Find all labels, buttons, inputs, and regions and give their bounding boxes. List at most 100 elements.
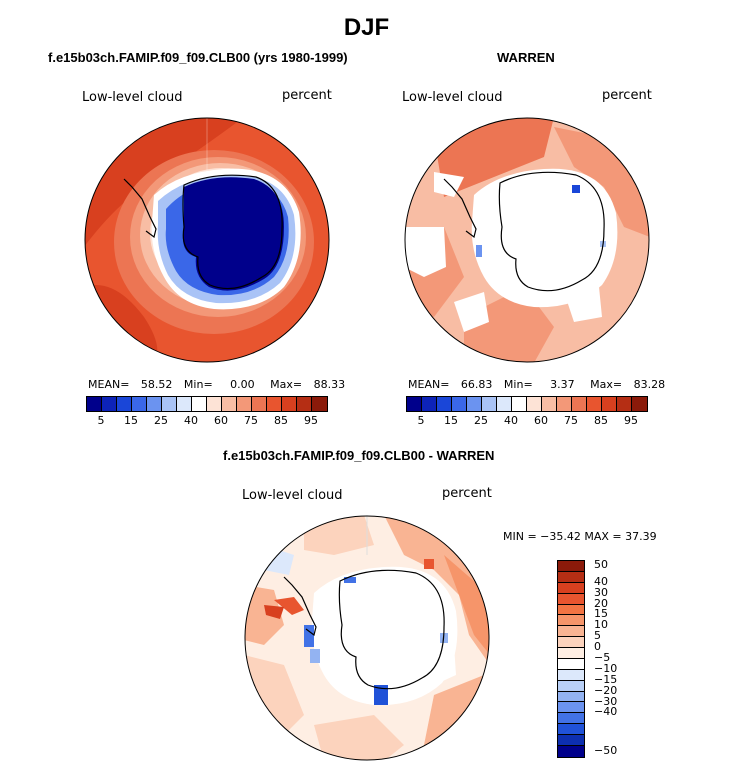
colorbar-swatch xyxy=(558,571,584,583)
panel-2-colorbar xyxy=(406,396,648,412)
colorbar-swatch xyxy=(147,397,162,411)
colorbar-swatch xyxy=(558,680,584,692)
colorbar-swatch xyxy=(558,713,584,725)
colorbar-swatch xyxy=(632,397,647,411)
colorbar-swatch xyxy=(558,658,584,670)
colorbar-tick-label: 5 xyxy=(97,414,105,427)
colorbar-tick-label: 30 xyxy=(594,585,608,599)
panel-1-mean-value: 58.52 xyxy=(140,378,173,391)
colorbar-tick-label: 50 xyxy=(594,558,608,572)
colorbar-tick-label: 60 xyxy=(534,414,548,427)
colorbar-swatch xyxy=(282,397,297,411)
colorbar-swatch xyxy=(558,648,584,659)
colorbar-swatch xyxy=(558,637,584,648)
colorbar-swatch xyxy=(617,397,632,411)
colorbar-tick-label: −5 xyxy=(594,651,611,664)
panel-1-max-value: 88.33 xyxy=(313,378,346,391)
colorbar-swatch xyxy=(572,397,587,411)
colorbar-tick-label: 75 xyxy=(564,414,578,427)
colorbar-swatch xyxy=(557,397,572,411)
panel-1-title: f.e15b03ch.FAMIP.f09_f09.CLB00 (yrs 1980… xyxy=(48,50,348,65)
colorbar-tick-label: 85 xyxy=(274,414,288,427)
colorbar-tick-label: 10 xyxy=(594,618,608,632)
colorbar-swatch xyxy=(237,397,252,411)
panel-1-colorbar xyxy=(86,396,328,412)
colorbar-swatch xyxy=(87,397,102,411)
panel-2-variable-label: Low-level cloud xyxy=(402,90,503,105)
colorbar-tick-label: 25 xyxy=(154,414,168,427)
colorbar-swatch xyxy=(527,397,542,411)
colorbar-tick-label: 40 xyxy=(594,574,608,588)
panel-3-colorbar xyxy=(557,560,585,758)
colorbar-swatch xyxy=(558,702,584,714)
colorbar-tick-label: −20 xyxy=(594,683,618,697)
panel-2-mean-label: MEAN= xyxy=(408,378,450,391)
colorbar-swatch xyxy=(558,626,584,638)
colorbar-tick-label: 15 xyxy=(594,607,608,621)
colorbar-swatch xyxy=(312,397,327,411)
colorbar-swatch xyxy=(558,745,584,757)
colorbar-tick-label: −40 xyxy=(594,705,618,719)
colorbar-swatch xyxy=(162,397,177,411)
colorbar-swatch xyxy=(267,397,282,411)
colorbar-swatch xyxy=(558,691,584,703)
panel-1-polar-map xyxy=(84,117,330,363)
colorbar-tick-label: 15 xyxy=(444,414,458,427)
colorbar-swatch xyxy=(467,397,482,411)
colorbar-tick-label: 5 xyxy=(417,414,425,427)
colorbar-swatch xyxy=(558,735,584,746)
colorbar-swatch xyxy=(192,397,207,411)
colorbar-tick-label: 15 xyxy=(124,414,138,427)
colorbar-tick-label: 5 xyxy=(594,629,601,643)
panel-1-units-label: percent xyxy=(282,88,332,103)
panel-2-max-value: 83.28 xyxy=(633,378,666,391)
panel-1-mean-label: MEAN= xyxy=(88,378,130,391)
panel-3-stats: MIN = −35.42 MAX = 37.39 xyxy=(503,530,657,543)
colorbar-tick-label: −15 xyxy=(594,672,618,686)
panel-1-stats: MEAN= 58.52 Min= 0.00 Max= 88.33 xyxy=(88,378,345,391)
panel-2-mean-value: 66.83 xyxy=(460,378,493,391)
colorbar-swatch xyxy=(207,397,222,411)
panel-2-min-value: 3.37 xyxy=(550,378,575,391)
panel-2-polar-map xyxy=(404,117,650,363)
panel-1-max-label: Max= xyxy=(270,378,303,391)
panel-3-variable-label: Low-level cloud xyxy=(242,488,343,503)
colorbar-swatch xyxy=(558,582,584,594)
colorbar-swatch xyxy=(422,397,437,411)
panel-2-min-label: Min= xyxy=(503,378,533,391)
colorbar-swatch xyxy=(497,397,512,411)
colorbar-tick-label: 95 xyxy=(304,414,318,427)
colorbar-tick-label: 75 xyxy=(244,414,258,427)
panel-3-colorbar-ticks: 50 40 30 20 15 10 5 0 −5 −10 −15 −20 −30 −40 −50 xyxy=(594,558,634,756)
panel-1-variable-label: Low-level cloud xyxy=(82,90,183,105)
panel-3-units-label: percent xyxy=(442,486,492,501)
colorbar-swatch xyxy=(512,397,527,411)
colorbar-swatch xyxy=(602,397,617,411)
colorbar-swatch xyxy=(558,561,584,572)
panel-1-min-label: Min= xyxy=(183,378,213,391)
colorbar-swatch xyxy=(558,615,584,627)
colorbar-tick-label: 40 xyxy=(184,414,198,427)
colorbar-tick-label: 40 xyxy=(504,414,518,427)
panel-1-colorbar-ticks: 5 15 25 40 60 75 85 95 xyxy=(86,414,326,428)
colorbar-swatch xyxy=(222,397,237,411)
colorbar-swatch xyxy=(558,593,584,605)
colorbar-swatch xyxy=(587,397,602,411)
colorbar-swatch xyxy=(558,669,584,681)
colorbar-swatch xyxy=(558,724,584,735)
colorbar-swatch xyxy=(542,397,557,411)
colorbar-swatch xyxy=(482,397,497,411)
colorbar-tick-label: 85 xyxy=(594,414,608,427)
panel-2-title: WARREN xyxy=(497,50,555,65)
colorbar-tick-label: 25 xyxy=(474,414,488,427)
panel-2-colorbar-ticks: 5 15 25 40 60 75 85 95 xyxy=(406,414,646,428)
colorbar-tick-label: 95 xyxy=(624,414,638,427)
figure-title: DJF xyxy=(343,14,390,41)
colorbar-tick-label: 0 xyxy=(594,640,601,654)
panel-3-polar-map xyxy=(244,515,490,761)
colorbar-swatch xyxy=(132,397,147,411)
panel-2-units-label: percent xyxy=(602,88,652,103)
colorbar-swatch xyxy=(252,397,267,411)
colorbar-swatch xyxy=(117,397,132,411)
colorbar-tick-label: 60 xyxy=(214,414,228,427)
